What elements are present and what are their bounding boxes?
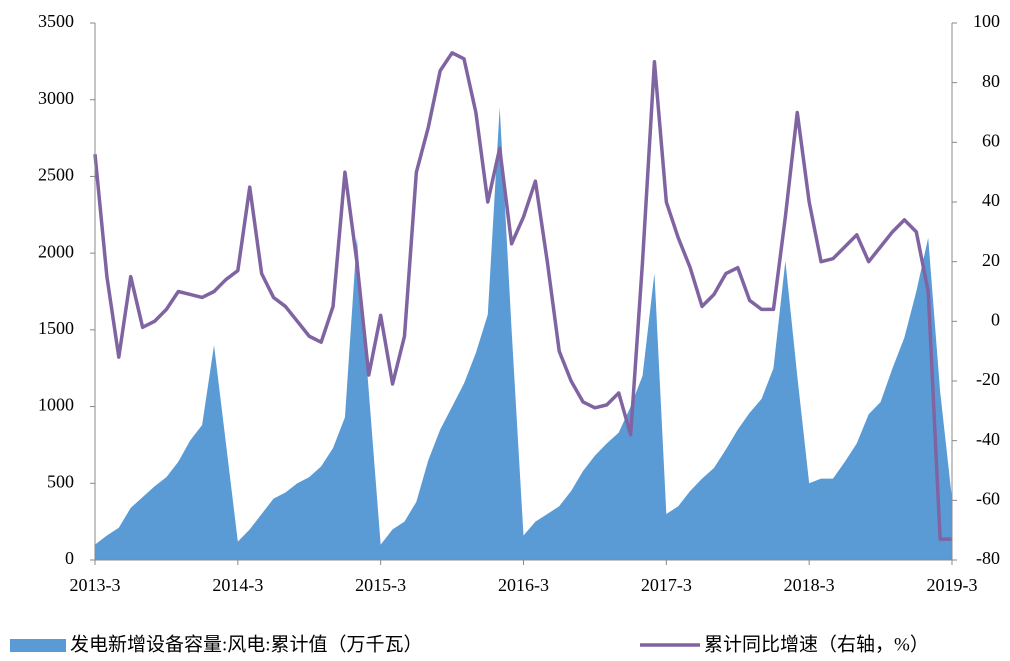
- line: [93, 51, 952, 541]
- y-tick-label: 0: [65, 548, 74, 568]
- x-tick-label: 2013-3: [70, 575, 121, 595]
- y2-tick-label: 20: [982, 250, 1000, 270]
- y2-tick-label: -40: [976, 429, 1000, 449]
- y2-tick-label: 80: [982, 71, 1000, 91]
- x-tick-label: 2015-3: [355, 575, 406, 595]
- y2-tick-label: 100: [973, 11, 1000, 31]
- y2-tick-label: -60: [976, 488, 1000, 508]
- x-tick-label: 2014-3: [212, 575, 263, 595]
- y2-tick-label: -20: [976, 369, 1000, 389]
- x-tick-label: 2016-3: [498, 575, 549, 595]
- y-tick-label: 500: [47, 471, 74, 491]
- y-tick-label: 2000: [38, 241, 74, 261]
- y-tick-label: 3500: [38, 11, 74, 31]
- legend-label: 发电新增设备容量:风电:累计值（万千瓦）: [70, 633, 423, 655]
- y2-tick-label: 40: [982, 190, 1000, 210]
- x-tick-label: 2018-3: [784, 575, 835, 595]
- y2-tick-label: 0: [991, 309, 1000, 329]
- y-tick-label: 1500: [38, 318, 74, 338]
- legend-swatch: [10, 639, 66, 652]
- x-tick-label: 2017-3: [641, 575, 692, 595]
- x-tick-label: 2019-3: [927, 575, 978, 595]
- legend-label: 累计同比增速（右轴，%）: [704, 633, 929, 655]
- area: [95, 107, 952, 560]
- y-tick-label: 3000: [38, 88, 74, 108]
- y-tick-label: 1000: [38, 395, 74, 415]
- y2-tick-label: -80: [976, 548, 1000, 568]
- y2-tick-label: 60: [982, 130, 1000, 150]
- y-tick-label: 2500: [38, 165, 74, 185]
